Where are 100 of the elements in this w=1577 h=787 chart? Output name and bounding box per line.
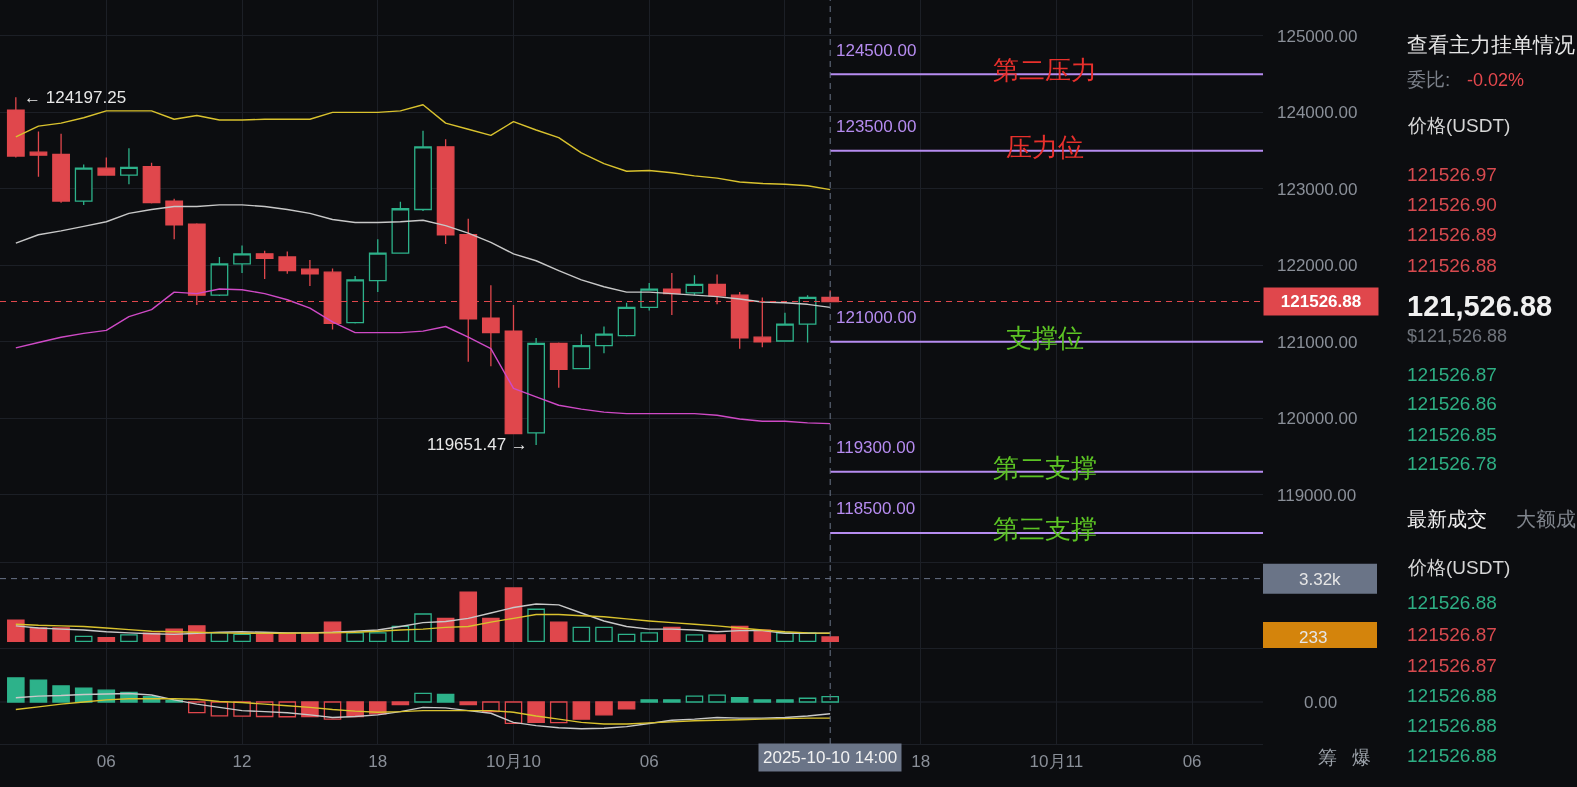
- bar: [7, 677, 25, 703]
- text: 121526.85: [1407, 424, 1497, 445]
- x-tick-label: 06: [639, 752, 659, 772]
- y-tick-label: 121000.00: [1277, 332, 1358, 352]
- text: 121526.88: [1407, 685, 1497, 706]
- candlestick: [301, 259, 319, 287]
- x-tick-label: 10月10: [486, 752, 541, 772]
- bar: [572, 701, 591, 720]
- y-tick-label: 120000.00: [1277, 409, 1358, 429]
- text: 121526.86: [1407, 393, 1497, 414]
- bar: [776, 699, 794, 703]
- ref-line-label: 121000.00: [836, 308, 917, 327]
- bar: [572, 626, 591, 643]
- text: 委比:: [1407, 69, 1451, 90]
- bar: [617, 633, 636, 643]
- candlestick: [278, 250, 297, 275]
- y-tick-label: 233: [1299, 627, 1328, 647]
- bar: [640, 699, 659, 703]
- bar: [52, 685, 70, 703]
- x-tick-label: 06: [1182, 752, 1202, 772]
- y-tick-label: 119000.00: [1277, 485, 1357, 505]
- annotation: ← 124197.25: [24, 88, 127, 107]
- text: 121,526.88: [1407, 290, 1553, 322]
- y-tick-label: 123000.00: [1277, 179, 1358, 199]
- candlestick: [29, 130, 48, 178]
- text: 121526.88: [1407, 715, 1497, 736]
- bar: [549, 701, 568, 724]
- y-tick-label: 3.32k: [1299, 569, 1342, 589]
- ref-line-label: 124500.00: [836, 41, 917, 60]
- x-tick-label: 06: [96, 752, 116, 772]
- candlestick: [120, 147, 138, 185]
- x-tick-label: 18: [368, 752, 388, 772]
- candlestick: [549, 341, 568, 389]
- bar: [798, 697, 817, 703]
- bar: [482, 617, 500, 643]
- bar: [527, 608, 545, 643]
- text: 大额成: [1516, 508, 1576, 530]
- candlestick: [52, 133, 70, 204]
- text: 121526.87: [1407, 624, 1497, 645]
- text: 121526.87: [1407, 655, 1497, 676]
- bar: [708, 634, 726, 643]
- bar: [436, 693, 455, 703]
- candlestick: [685, 274, 704, 296]
- candlestick: [391, 201, 410, 255]
- ref-line-label: 0.00: [1304, 693, 1338, 712]
- text: -0.02%: [1467, 70, 1525, 90]
- bar: [663, 699, 681, 703]
- candlestick: [97, 156, 116, 176]
- bar: [595, 701, 613, 716]
- bar: [685, 695, 704, 703]
- text: 爆: [1352, 747, 1371, 768]
- y-tick-label: 124000.00: [1277, 103, 1358, 123]
- bar: [595, 626, 613, 643]
- x-tick-label: 18: [911, 752, 931, 772]
- bar: [29, 679, 48, 703]
- candlestick: [368, 238, 387, 293]
- candlestick: [255, 250, 274, 280]
- bar: [753, 699, 772, 703]
- candlestick: [527, 337, 546, 446]
- text: 121526.88: [1407, 255, 1497, 276]
- candlestick: [6, 96, 25, 159]
- candlestick: [346, 275, 365, 325]
- candlestick: [617, 302, 636, 338]
- bar: [685, 634, 704, 643]
- text: $121,526.88: [1407, 326, 1508, 346]
- bar: [7, 619, 25, 643]
- bar: [640, 632, 659, 643]
- ref-line-label: 123500.00: [836, 117, 917, 136]
- bar: [459, 701, 478, 706]
- text: 121526.88: [1407, 745, 1497, 766]
- x-tick-label: 10月11: [1029, 752, 1084, 772]
- bar: [414, 692, 432, 703]
- candlestick: [776, 312, 794, 343]
- text: 121526.90: [1407, 194, 1497, 215]
- text: 121526.78: [1407, 453, 1497, 474]
- line-series: [15, 104, 831, 191]
- candlestick: [436, 138, 455, 245]
- candlestick: [595, 325, 613, 354]
- text: 价格(USDT): [1407, 115, 1511, 136]
- candlestick: [210, 256, 229, 297]
- bar: [120, 634, 138, 643]
- x-tick-label: 12: [232, 752, 252, 772]
- bar: [74, 635, 93, 643]
- annotation: 119651.47 →: [427, 435, 528, 454]
- candlestick: [504, 304, 523, 435]
- text: 121526.87: [1407, 364, 1497, 385]
- ref-line-label: 2025-10-10 14:00: [763, 748, 898, 767]
- bar: [368, 632, 387, 643]
- line-series: [15, 613, 831, 634]
- text: 查看主力挂单情况: [1407, 33, 1575, 56]
- bar: [821, 695, 839, 703]
- candlestick: [414, 130, 432, 212]
- ref-line-label: 119300.00: [836, 438, 916, 457]
- bar: [97, 636, 116, 643]
- text: 121526.88: [1407, 592, 1497, 613]
- bar: [391, 701, 410, 706]
- candlestick: [233, 244, 251, 274]
- y-tick-label: 122000.00: [1277, 256, 1358, 276]
- line-series: [15, 204, 831, 309]
- bar: [527, 701, 545, 724]
